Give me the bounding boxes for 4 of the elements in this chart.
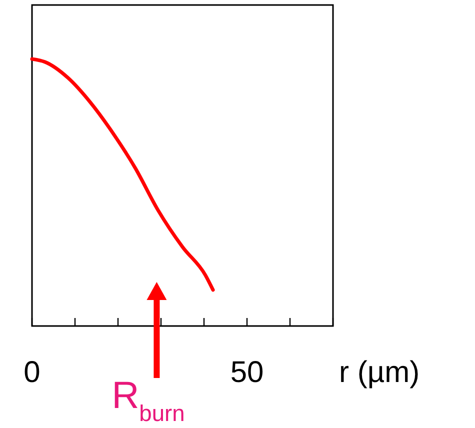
x-axis-title: r (µm) [339,356,420,389]
x-tick-label: 50 [230,356,264,389]
x-tick-label: 0 [24,356,40,389]
annotation: R$_{burn}$ [112,375,185,426]
